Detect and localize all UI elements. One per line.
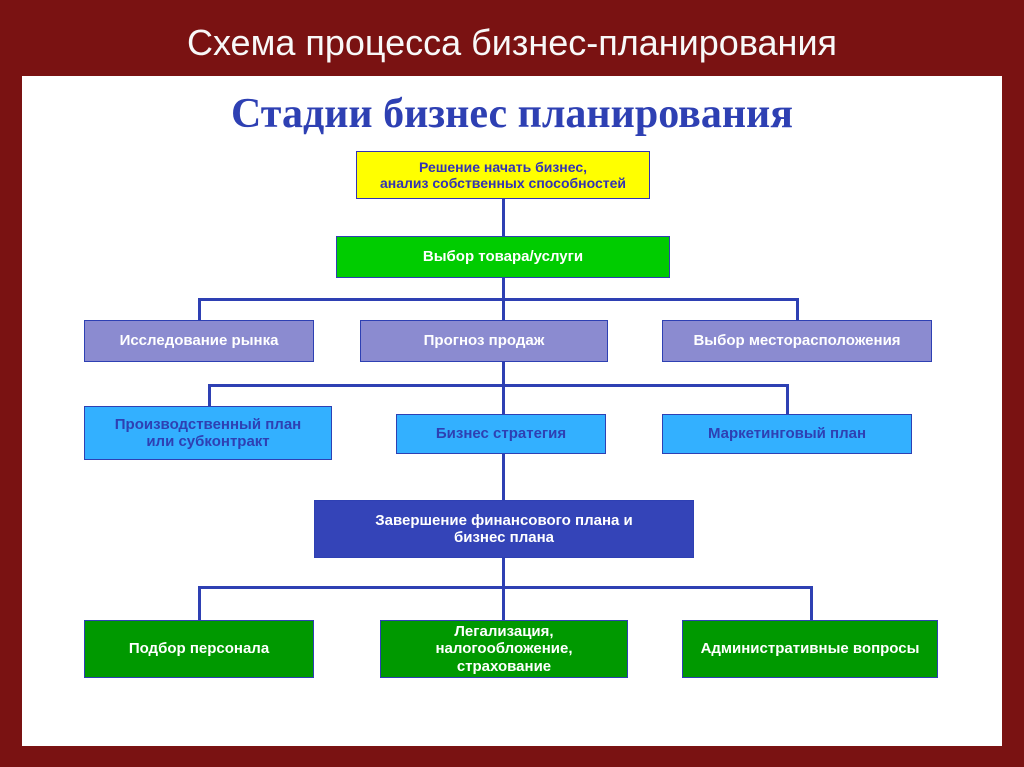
flowchart-connector bbox=[198, 298, 201, 320]
flowchart-node-n6b: Легализация, налогообложение, страховани… bbox=[380, 620, 628, 678]
flowchart-connector bbox=[786, 384, 789, 414]
flowchart-node-n5: Завершение финансового плана и бизнес пл… bbox=[314, 500, 694, 558]
flowchart-connector bbox=[502, 558, 505, 586]
flowchart-node-n4a: Производственный план или субконтракт bbox=[84, 406, 332, 460]
flowchart-node-n6c: Административные вопросы bbox=[682, 620, 938, 678]
flowchart-connector bbox=[502, 586, 505, 620]
flowchart-node-n3c: Выбор месторасположения bbox=[662, 320, 932, 362]
flowchart-node-n6a: Подбор персонала bbox=[84, 620, 314, 678]
flowchart-connector bbox=[198, 298, 796, 301]
flowchart-connector bbox=[502, 278, 505, 298]
flowchart-connector bbox=[502, 384, 505, 414]
flowchart-connector bbox=[502, 362, 505, 384]
flowchart-connector bbox=[208, 384, 786, 387]
flowchart-node-n3b: Прогноз продаж bbox=[360, 320, 608, 362]
flowchart-connector bbox=[810, 586, 813, 620]
diagram-title: Стадии бизнес планирования bbox=[22, 76, 1002, 148]
slide-title: Схема процесса бизнес-планирования bbox=[0, 0, 1024, 76]
flowchart-connector bbox=[796, 298, 799, 320]
flowchart-node-n2: Выбор товара/услуги bbox=[336, 236, 670, 278]
flowchart-connector bbox=[502, 298, 505, 320]
flowchart-connector bbox=[208, 384, 211, 406]
flowchart-connector bbox=[502, 199, 505, 236]
flowchart-connector bbox=[502, 454, 505, 500]
flowchart-node-n1: Решение начать бизнес, анализ собственны… bbox=[356, 151, 650, 199]
flowchart-node-n4b: Бизнес стратегия bbox=[396, 414, 606, 454]
diagram-frame: Стадии бизнес планирования Решение начат… bbox=[22, 76, 1002, 746]
flowchart-node-n4c: Маркетинговый план bbox=[662, 414, 912, 454]
flowchart-connector bbox=[198, 586, 201, 620]
flowchart-node-n3a: Исследование рынка bbox=[84, 320, 314, 362]
